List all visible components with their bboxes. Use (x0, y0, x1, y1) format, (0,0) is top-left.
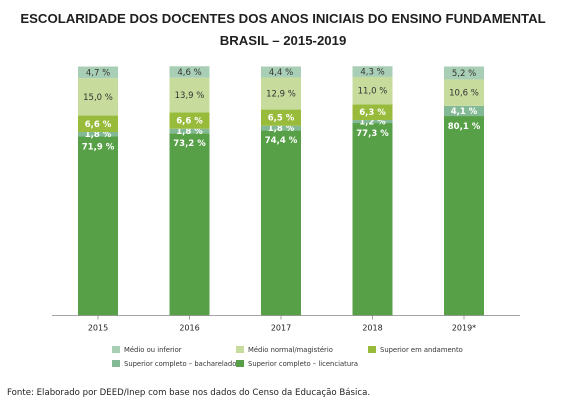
bar-2018: 77,3 %1,2 %6,3 % 11,0 % 4,3 % (352, 66, 393, 316)
bar-2016: 73,2 % 1,8 %6,6 % 13,9 % 4,6 % (169, 66, 210, 316)
x-axis: 2015 2016 2017 2018 2019* (52, 315, 520, 333)
legend-item: Superior completo – licenciatura (236, 360, 358, 368)
data-label: 6,3 % (359, 108, 386, 118)
data-label: 77,3 % (356, 129, 389, 139)
data-label: 80,1 % (448, 122, 481, 132)
bar-segment (169, 66, 210, 78)
legend-swatch (112, 360, 120, 367)
bar-segment (169, 112, 210, 129)
x-tick-label: 2015 (88, 324, 108, 333)
legend: Médio ou inferior Médio normal/magistério… (112, 346, 463, 368)
legend-label: Médio ou inferior (124, 346, 182, 354)
data-label: 13,9 % (175, 91, 205, 101)
legend-swatch (368, 346, 376, 353)
data-label: 1,8 % (176, 127, 203, 137)
source-note: Fonte: Elaborado por DEED/Inep com base … (7, 388, 370, 398)
x-tick-label: 2016 (179, 324, 199, 333)
bar-segment (261, 66, 301, 78)
bar-2017: 74,4 % 1,8 %6,5 % 12,9 % 4,4 % (261, 66, 301, 316)
bar-segment (352, 76, 393, 105)
data-label: 1,8 % (85, 130, 112, 140)
legend-label: Médio normal/magistério (248, 346, 333, 354)
bar-segment (261, 125, 301, 131)
data-label: 6,6 % (176, 117, 203, 127)
legend-label: Superior completo – bacharelado (124, 360, 236, 368)
bar-segment (444, 105, 484, 117)
data-label: 1,2 % (359, 118, 386, 128)
data-label: 5,2 % (452, 69, 476, 79)
bar-2015: 71,9 % 1,8 %6,6 % 15,0 % 4,7 % (78, 66, 118, 316)
data-label: 12,9 % (266, 90, 296, 100)
data-label: 4,6 % (177, 68, 201, 78)
bars-group: 71,9 %1,8 %6,6 %15,0 %4,7 %73,2 %1,8 %6,… (78, 66, 484, 316)
data-label: 10,6 % (449, 89, 479, 99)
data-label: 6,5 % (268, 114, 295, 124)
data-label: 4,7 % (86, 68, 110, 78)
data-label: 74,4 % (265, 136, 298, 146)
bar-2019: 80,1 % 4,1 % 10,6 % 5,2 % (444, 66, 484, 316)
legend-swatch (236, 346, 244, 353)
data-label: 4,4 % (269, 68, 293, 78)
bar-segment (78, 66, 118, 79)
legend-item: Médio ou inferior (112, 346, 182, 354)
data-label: 15,0 % (83, 93, 113, 103)
legend-item: Superior completo – bacharelado (112, 360, 236, 368)
legend-swatch (112, 346, 120, 353)
chart-title: ESCOLARIDADE DOS DOCENTES DOS ANOS INICI… (20, 11, 545, 26)
data-label: 71,9 % (82, 142, 115, 152)
data-label: 73,2 % (173, 139, 206, 149)
bar-segment (352, 123, 393, 316)
bar-segment (352, 120, 393, 124)
x-tick-label: 2019* (452, 324, 476, 333)
chart-subtitle: BRASIL – 2015-2019 (220, 33, 347, 48)
legend-label: Superior em andamento (380, 346, 463, 354)
bar-segment (261, 130, 301, 316)
legend-swatch (236, 360, 244, 367)
bar-segment (78, 78, 118, 116)
bar-segment (261, 109, 301, 126)
data-label: 6,6 % (85, 120, 112, 130)
bar-segment (352, 66, 393, 77)
data-label: 11,0 % (358, 87, 388, 97)
data-label: 1,8 % (268, 124, 295, 134)
legend-item: Médio normal/magistério (236, 346, 333, 354)
bar-segment (261, 77, 301, 110)
bar-segment (444, 79, 484, 106)
data-label: 4,3 % (360, 68, 384, 78)
legend-label: Superior completo – licenciatura (248, 360, 358, 368)
bar-segment (169, 77, 210, 113)
bar-segment (444, 66, 484, 80)
legend-item: Superior em andamento (368, 346, 463, 354)
bar-segment (78, 115, 118, 132)
bar-segment (78, 131, 118, 137)
bar-segment (169, 128, 210, 134)
x-tick-label: 2017 (271, 324, 291, 333)
bar-segment (444, 116, 484, 316)
x-tick-label: 2018 (362, 324, 382, 333)
bar-segment (169, 133, 210, 316)
bar-segment (78, 136, 118, 316)
data-label: 4,1 % (451, 107, 478, 117)
bar-segment (352, 104, 393, 121)
